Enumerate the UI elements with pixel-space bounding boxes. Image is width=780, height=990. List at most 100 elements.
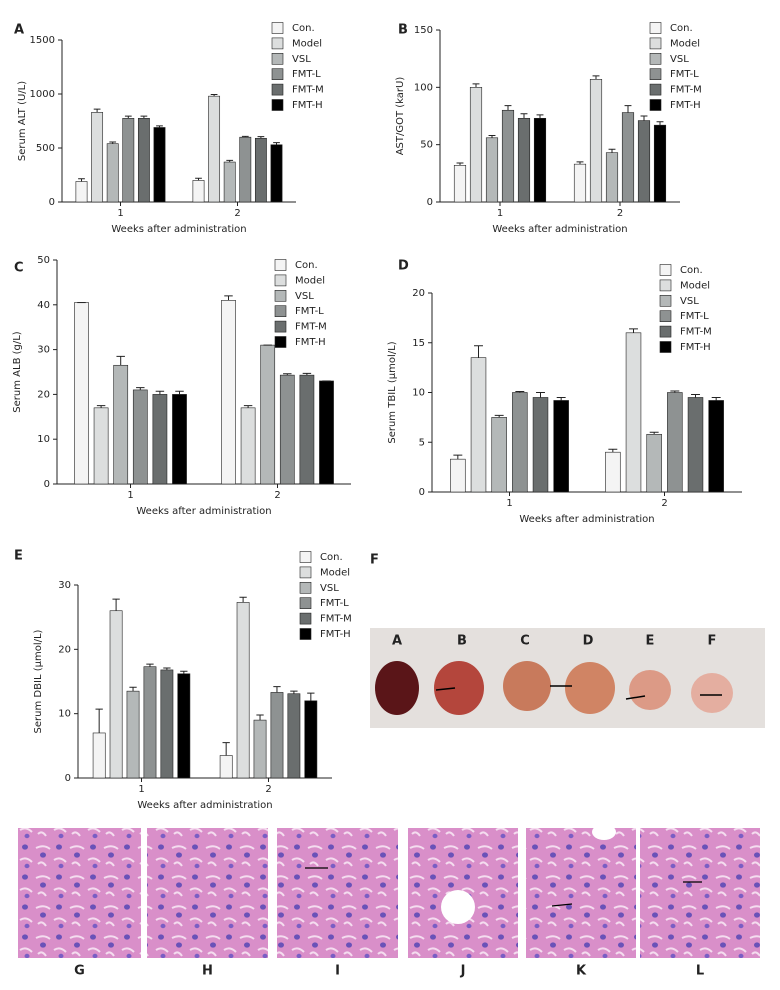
error-bar [116,355,125,366]
bar [172,394,187,485]
x-tick-label: 2 [617,208,623,219]
legend-label: Con. [320,552,343,563]
legend-label: Model [295,275,325,286]
histology-image [147,828,268,958]
legend-swatch [659,294,672,307]
error-bar [504,105,512,111]
histology-image [526,828,636,958]
error-bar [649,431,659,435]
y-tick-label: 20 [37,389,50,400]
bar [470,357,487,493]
legend-swatch [271,99,284,111]
x-axis-label: Weeks after administration [137,800,272,811]
bar [270,692,284,779]
error-bar [283,373,292,376]
error-bar [307,692,315,701]
panel-label: B [398,23,408,38]
bar [208,95,221,203]
legend-label: FMT-L [295,306,324,317]
error-bar [224,295,233,301]
x-tick-label: 1 [497,208,503,219]
bar [260,344,276,485]
error-bar [536,114,544,119]
histology-label: I [335,964,340,979]
livers [375,661,733,715]
specimen-label: B [457,634,467,649]
legend-label: FMT-L [292,69,321,80]
bar [137,118,150,203]
legend-swatch [649,99,662,111]
error-bar [222,742,230,756]
bar [143,666,157,779]
bar [637,120,651,203]
specimen-label: F [708,634,717,649]
error-bar [180,670,188,674]
bar [240,407,256,485]
legend-label: VSL [295,291,314,302]
x-axis-label: Weeks after administration [519,514,654,525]
bar [279,374,295,485]
y-axis-label: AST/GOT (karU) [395,77,406,156]
legend-label: Model [680,280,710,291]
bar [646,433,662,493]
error-bar [474,345,483,358]
histology-label: H [202,964,213,979]
legend-label: FMT-M [670,85,702,96]
error-bar [95,708,103,733]
y-tick-label: 30 [37,345,50,356]
error-bar [78,178,85,182]
bar [533,117,547,203]
legend-label: FMT-L [680,311,709,322]
liver [691,673,733,713]
legend-swatch [271,83,284,96]
error-bar [175,390,184,395]
legend-swatch [649,83,662,96]
x-tick-label: 1 [138,784,144,795]
bar [75,181,88,203]
y-tick-label: 1500 [30,35,55,46]
x-axis-label: Weeks after administration [492,224,627,235]
legend-swatch [659,341,672,353]
error-bar [472,83,480,88]
panel-label: D [398,259,409,274]
bar [236,602,250,779]
error-bar [241,135,249,138]
x-tick-label: 1 [117,208,123,219]
legend-swatch [271,22,284,34]
error-bar [156,125,163,128]
legend-label: Con. [670,23,693,34]
y-tick-label: 15 [412,338,425,349]
bar [589,79,603,203]
legend-label: FMT-H [670,100,701,111]
panel-label: F [370,553,379,568]
bar [319,380,334,485]
legend-label: FMT-H [320,629,351,640]
histology-label: J [460,964,466,979]
legend-swatch [274,259,287,271]
bar [491,417,507,493]
y-tick-label: 5 [419,437,425,448]
error-bar [129,686,137,692]
error-bar [556,396,566,401]
y-tick-label: 20 [58,644,71,655]
error-bar [515,391,525,393]
legend-swatch [271,68,284,80]
x-tick-label: 2 [265,784,271,795]
legend-label: VSL [320,583,339,594]
legend-swatch [299,612,312,625]
error-bar [256,714,264,721]
error-bar [273,686,281,693]
bar [304,700,318,779]
specimen-label: C [520,634,530,649]
legend-swatch [299,566,312,579]
y-tick-label: 30 [58,580,71,591]
bar [512,392,528,493]
legend-label: VSL [670,54,689,65]
bar [122,118,135,203]
y-tick-label: 0 [65,773,71,784]
y-axis-label: Serum TBIL (μmol/L) [387,341,398,443]
legend-label: FMT-H [295,337,326,348]
specimen-label: E [646,634,655,649]
y-tick-label: 20 [412,288,425,299]
